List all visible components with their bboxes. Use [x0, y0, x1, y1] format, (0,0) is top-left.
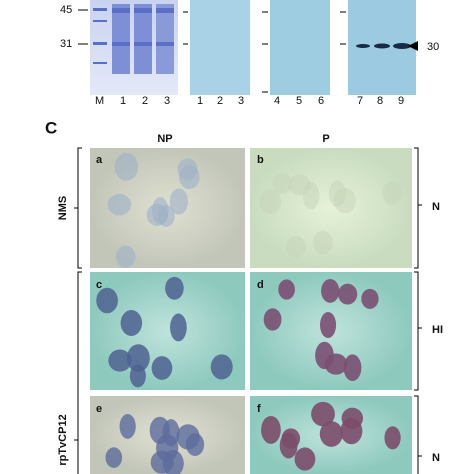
cell [288, 174, 311, 196]
cell [294, 447, 316, 471]
cell [315, 341, 334, 370]
lane: 1 [120, 95, 126, 107]
row-label: NMS [57, 196, 69, 220]
cell [263, 308, 282, 331]
cell [313, 230, 333, 255]
cell [338, 283, 358, 305]
lane-labels: M 1 2 3 1 2 3 4 5 6 7 8 9 [95, 95, 404, 107]
band-label: 30 [427, 41, 439, 53]
image-label: a [96, 154, 103, 166]
image-label: f [257, 403, 261, 415]
lane: M [95, 95, 104, 107]
column-label: NP [157, 133, 172, 145]
row-label: rpTvCP12 [57, 414, 69, 465]
cell [179, 165, 200, 190]
right-label: HI [432, 324, 443, 336]
lane: 9 [398, 95, 404, 107]
cell [384, 426, 401, 450]
cell [170, 313, 187, 342]
cell [286, 235, 306, 258]
column-label: P [322, 133, 329, 145]
blot-ticks [183, 11, 346, 93]
lane: 3 [238, 95, 244, 107]
cell [169, 188, 188, 215]
cell [210, 354, 233, 380]
cell [320, 311, 337, 339]
cell [279, 432, 298, 459]
cell [278, 279, 295, 300]
blot-bands [356, 43, 411, 49]
lane: 2 [217, 95, 223, 107]
blot [190, 0, 250, 95]
image-label: d [257, 279, 264, 291]
cell [105, 447, 123, 468]
cell [343, 354, 362, 382]
cell [341, 407, 363, 429]
cell [114, 152, 139, 181]
cell [119, 414, 136, 439]
right-label: N [432, 452, 440, 464]
panel-label: C [45, 118, 57, 137]
lane: 4 [274, 95, 280, 107]
lane: 8 [377, 95, 383, 107]
cell [162, 450, 184, 474]
right-label: N [432, 201, 440, 213]
cells [96, 152, 402, 474]
cell [108, 349, 132, 372]
blot [270, 0, 330, 95]
brackets [74, 147, 422, 474]
gel-bands [93, 4, 174, 74]
cell [165, 276, 184, 300]
image-label: c [96, 279, 102, 291]
lane: 7 [357, 95, 363, 107]
lane: 3 [164, 95, 170, 107]
cell [272, 173, 293, 194]
cell [261, 415, 281, 444]
marker-label: 31 [60, 38, 72, 50]
cell [146, 203, 168, 226]
cell [126, 344, 150, 372]
lane: 5 [296, 95, 302, 107]
cell [129, 364, 146, 388]
cell [151, 356, 173, 380]
cell [311, 401, 335, 427]
cell [333, 187, 356, 214]
lane: 2 [142, 95, 148, 107]
image-labels: a b c d e f [96, 154, 264, 415]
cell [361, 288, 379, 309]
image-label: b [257, 154, 264, 166]
cell [382, 181, 402, 206]
cell [107, 193, 132, 216]
cell [96, 287, 118, 314]
cell [319, 421, 343, 447]
cell [321, 278, 340, 303]
marker-label: 45 [60, 4, 72, 16]
arrowhead [408, 41, 418, 51]
lane: 6 [318, 95, 324, 107]
lane: 1 [197, 95, 203, 107]
cell [176, 424, 200, 450]
cell [115, 245, 136, 268]
cell [120, 310, 143, 336]
image-label: e [96, 403, 102, 415]
cell [259, 188, 282, 215]
